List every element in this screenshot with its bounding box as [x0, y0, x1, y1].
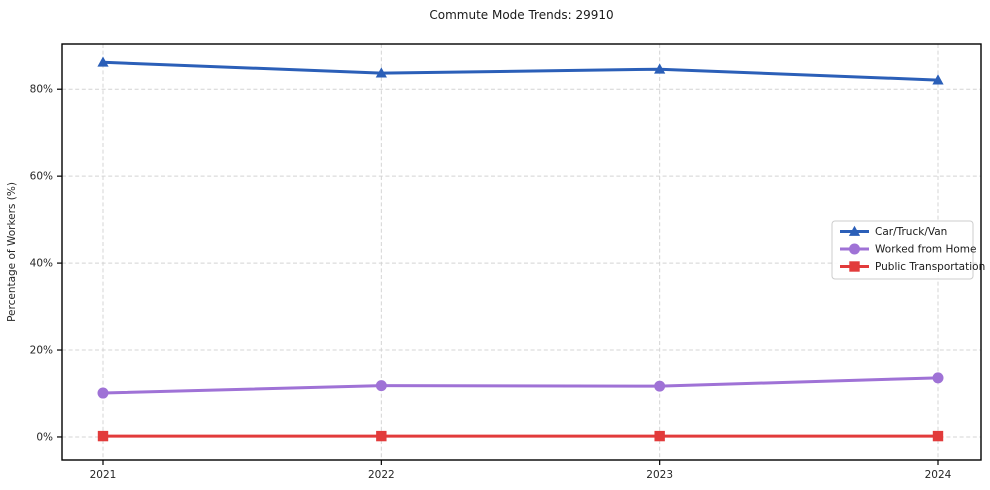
circle-marker: [654, 380, 666, 392]
y-tick-label: 40%: [30, 258, 53, 270]
chart-title: Commute Mode Trends: 29910: [429, 8, 614, 22]
x-tick-label: 2023: [646, 469, 673, 481]
series-public-transportation: [97, 430, 944, 442]
legend: Car/Truck/Van Worked from Home Public Tran…: [831, 220, 985, 280]
series-line: [101, 60, 940, 82]
y-tick-label: 60%: [30, 171, 53, 183]
y-tick-label: 0%: [36, 431, 53, 443]
square-marker: [654, 430, 665, 442]
legend-label: Worked from Home: [875, 244, 976, 256]
legend-entry: Worked from Home: [840, 243, 976, 256]
legend-entry: Car/Truck/Van: [840, 225, 947, 238]
series-worked-from-home: [97, 372, 944, 399]
circle-marker: [932, 372, 944, 384]
triangle-marker: [97, 56, 109, 67]
series-line: [101, 376, 940, 395]
circle-marker: [97, 387, 109, 399]
y-axis-label: Percentage of Workers (%): [6, 182, 18, 322]
series-car-truck-van: [97, 56, 944, 85]
triangle-marker: [375, 67, 387, 78]
square-marker: [932, 430, 944, 442]
square-marker: [376, 430, 387, 442]
legend-box: [831, 220, 974, 280]
triangle-marker: [848, 225, 861, 236]
y-tick-label: 20%: [30, 345, 53, 357]
triangle-marker: [932, 74, 944, 85]
legend-label: Car/Truck/Van: [875, 226, 947, 238]
circle-marker: [849, 243, 860, 255]
legend-label: Public Transportation: [875, 261, 985, 273]
x-tick-label: 2022: [368, 469, 395, 481]
square-marker: [849, 261, 860, 272]
legend-entry: Public Transportation: [840, 261, 985, 273]
triangle-marker: [654, 63, 666, 74]
square-marker: [97, 430, 109, 442]
y-tick-label: 80%: [30, 84, 53, 96]
x-tick-label: 2021: [90, 469, 117, 481]
x-tick-label: 2024: [925, 469, 952, 481]
plot-border: [61, 43, 982, 461]
circle-marker: [375, 380, 387, 392]
